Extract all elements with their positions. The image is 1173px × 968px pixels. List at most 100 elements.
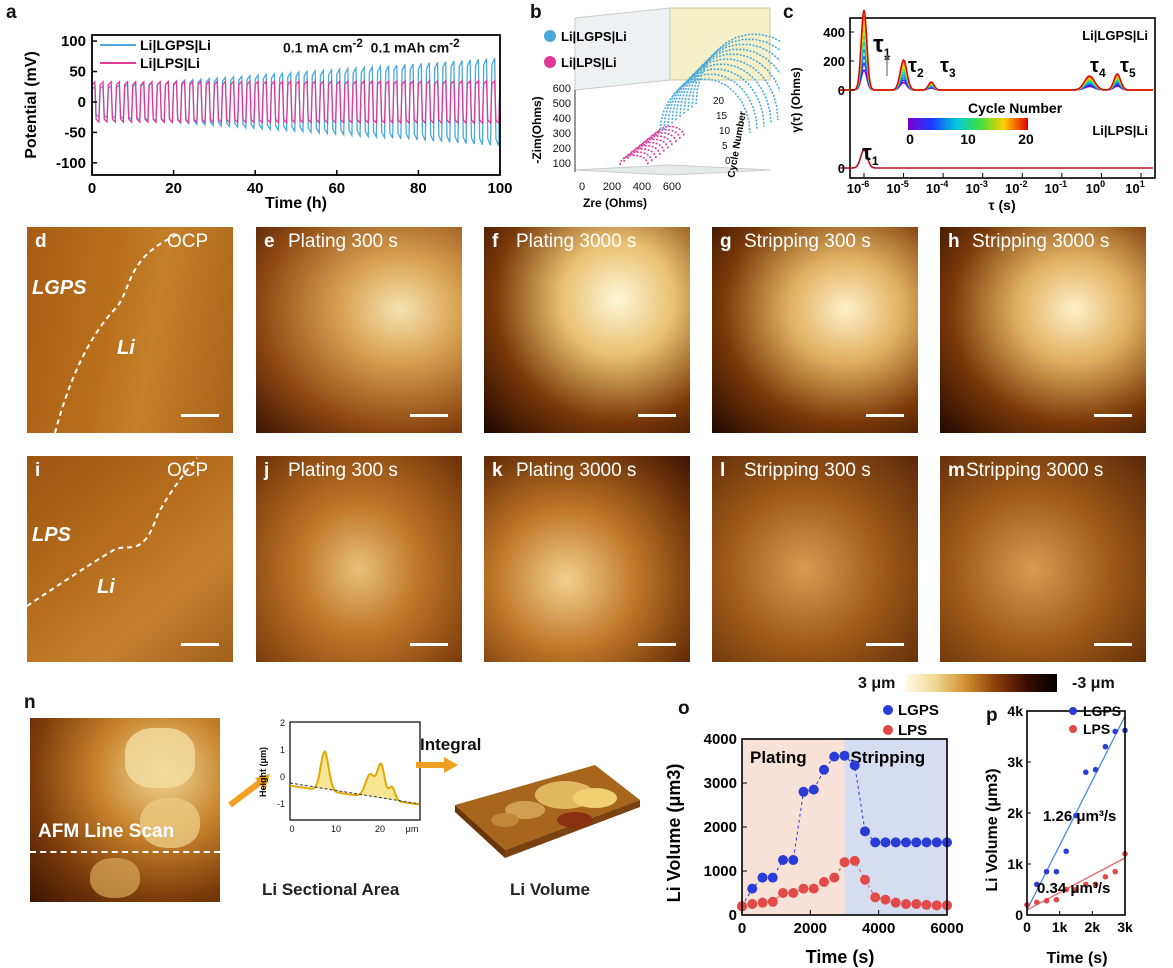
point-o-LGPS	[819, 764, 829, 775]
b-curve	[687, 43, 780, 111]
point-o-LGPS	[860, 826, 870, 837]
b-ytick-label: 200	[553, 143, 571, 155]
panel-label-c: c	[783, 2, 794, 23]
afm-tile-f: f Plating 3000 s	[484, 227, 690, 433]
legend-b-lps-marker	[544, 56, 556, 68]
o-xtick-label: 6000	[930, 920, 963, 937]
point-o-LGPS	[798, 786, 809, 797]
panel-label-f: f	[492, 231, 499, 252]
point-o-LPS	[911, 899, 922, 909]
chart-c-ylabel: γ(τ) (Ohms)	[789, 67, 803, 132]
chart-p-ylabel: Li Volume (μm3)	[984, 768, 1001, 891]
panel-label-k: k	[492, 460, 503, 481]
c-peak-label-bottom: τ1	[862, 140, 879, 168]
line-scan-marker	[30, 851, 220, 853]
point-o-LGPS	[849, 760, 860, 771]
point-o-LPS	[747, 899, 758, 909]
colorscale-min: -3 μm	[1072, 675, 1115, 692]
a-xtick-label: 80	[410, 180, 427, 197]
a-xtick-label: 40	[247, 180, 264, 197]
scale-bar	[1094, 414, 1132, 417]
c-curve-top	[840, 9, 1153, 91]
point-o-LPS	[819, 877, 829, 887]
scale-bar	[181, 643, 219, 646]
fit-line-lps	[1026, 857, 1126, 911]
afm-tile-k: k Plating 3000 s	[484, 456, 690, 662]
point-o-LPS	[778, 888, 788, 898]
colorscale-max: 3 μm	[858, 675, 896, 692]
a-ytick-label: 0	[78, 94, 86, 111]
afm-tile-d: d OCP LGPS Li	[27, 227, 233, 433]
afm-tile-title: OCP	[167, 231, 209, 252]
a-xtick-label: 100	[487, 180, 512, 197]
b-xtick-label: 200	[603, 181, 621, 193]
legend-b-lgps-marker	[544, 30, 556, 42]
c-xtick-label: 10-4	[926, 179, 948, 196]
region-label-electrolyte: LGPS	[32, 277, 87, 299]
a-xtick-label: 60	[328, 180, 345, 197]
b-curve	[643, 135, 673, 146]
o-ytick-label: 1000	[704, 863, 737, 880]
point-o-LPS	[849, 855, 860, 866]
point-o-LGPS	[921, 837, 932, 848]
afm-tile-g: g Stripping 300 s	[712, 227, 918, 433]
chart-c-label-top: Li|LGPS|Li	[1082, 28, 1148, 43]
afm-tile-j: j Plating 300 s	[256, 456, 462, 662]
point-p-LPS	[1053, 896, 1060, 903]
o-ytick-label: 3000	[704, 775, 737, 792]
b-curve	[655, 125, 685, 137]
caption-sectional-area: Li Sectional Area	[262, 880, 400, 899]
afm-tile-h: h Stripping 3000 s	[940, 227, 1146, 433]
colorbar-tick-10: 10	[960, 131, 976, 147]
b-ytick-label: 500	[553, 98, 571, 110]
point-o-LPS	[788, 888, 799, 898]
scale-bar	[638, 643, 676, 646]
c-xtick-label: 10-1	[1045, 179, 1067, 196]
afm-tile-title: Stripping 300 s	[744, 231, 871, 252]
legend-p-lgps: LGPS	[1083, 703, 1121, 719]
a-ytick-label: 50	[69, 64, 86, 81]
chart-b-xlabel: Zre (Ohms)	[583, 196, 647, 210]
region-label-plating: Plating	[750, 748, 807, 767]
a-ytick-label: -50	[64, 124, 86, 141]
o-ytick-label: 4000	[704, 731, 737, 748]
region-stripping	[844, 739, 947, 915]
chart-o-ylabel: Li Volume (μm3)	[664, 764, 684, 903]
p-xtick-label: 1k	[1052, 919, 1068, 935]
b-ztick-label: 10	[719, 126, 731, 137]
inset-xtick-0: 0	[289, 824, 294, 834]
p-xtick-label: 0	[1023, 919, 1031, 935]
chart-p-annotation-lgps: 1.26 μm³/s	[1043, 808, 1116, 825]
afm-tile-l: l Stripping 300 s	[712, 456, 918, 662]
point-p-LGPS	[1112, 728, 1118, 735]
chart-p-xlabel: Time (s)	[1046, 950, 1107, 967]
scale-bar	[181, 414, 219, 417]
point-p-LGPS	[1034, 881, 1040, 888]
b-curve	[631, 144, 661, 156]
chart-a-xlabel: Time (h)	[265, 195, 327, 212]
legend-p-lps-marker	[1069, 725, 1077, 733]
point-p-LPS	[1083, 881, 1089, 888]
region-label-stripping: Stripping	[851, 748, 926, 767]
chart-a-frame	[91, 34, 501, 176]
c-xtick-label: 10-3	[965, 179, 987, 196]
colorbar-tick-20: 20	[1018, 131, 1034, 147]
b-xtick-label: 400	[633, 181, 651, 193]
point-o-LPS	[921, 899, 932, 910]
panel-label-m: m	[948, 460, 965, 481]
point-o-LPS	[757, 897, 768, 908]
point-p-LGPS	[1043, 868, 1050, 875]
afm-tile-title: Plating 300 s	[288, 231, 398, 252]
inset-ytick-1: 1	[280, 745, 285, 755]
legend-a-lps: Li|LPS|Li	[140, 55, 200, 71]
colorbar-tick-0: 0	[906, 131, 914, 147]
afm-tile-title: Stripping 3000 s	[972, 231, 1110, 252]
chart-o-xlabel: Time (s)	[806, 947, 875, 967]
legend-b-lps: Li|LPS|Li	[561, 55, 617, 70]
chart-o: Plating Stripping 0 2000 4000 6000 0 1000 2000 3…	[664, 702, 964, 967]
c-xtick-label: 101	[1125, 179, 1144, 196]
b-curve	[675, 58, 779, 121]
p-ytick-label: 4k	[1007, 703, 1023, 719]
inset-xtick-20: 20	[375, 824, 385, 834]
b-curve	[663, 73, 758, 130]
